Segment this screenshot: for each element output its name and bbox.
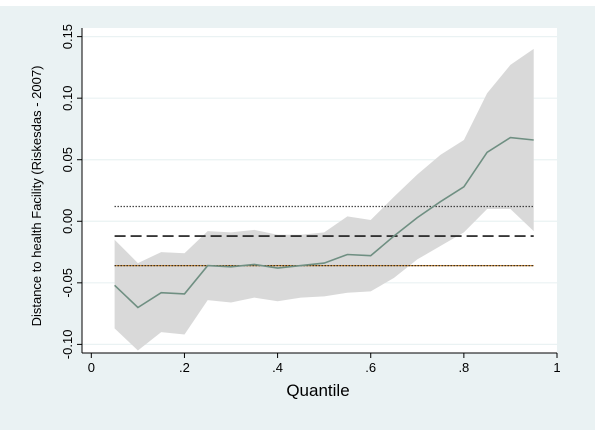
x-tick-label: 0 — [88, 360, 95, 375]
confidence-band — [114, 48, 534, 351]
y-tick-label: 0.05 — [60, 147, 75, 172]
y-tick-label: 0.10 — [60, 86, 75, 111]
reference-lines — [114, 205, 534, 267]
y-tick-label: 0.15 — [60, 24, 75, 49]
y-tick-label: -0.10 — [60, 330, 75, 360]
x-tick-label: .2 — [179, 360, 190, 375]
x-axis-title: Quantile — [286, 381, 349, 400]
x-tick-label: 1 — [553, 360, 560, 375]
x-axis-ticks: 0 .2 .4 .6 .8 1 — [88, 353, 561, 375]
x-tick-label: .8 — [458, 360, 469, 375]
y-tick-label: -0.05 — [60, 268, 75, 298]
estimate-points — [114, 137, 534, 308]
y-axis-ticks: -0.10 -0.05 0.00 0.05 0.10 0.15 — [60, 24, 82, 359]
y-axis-title: Distance to health Facility (Riskesdas -… — [29, 66, 44, 327]
x-tick-label: .6 — [365, 360, 376, 375]
y-tick-label: 0.00 — [60, 209, 75, 234]
x-tick-label: .4 — [272, 360, 283, 375]
axes — [81, 28, 557, 354]
